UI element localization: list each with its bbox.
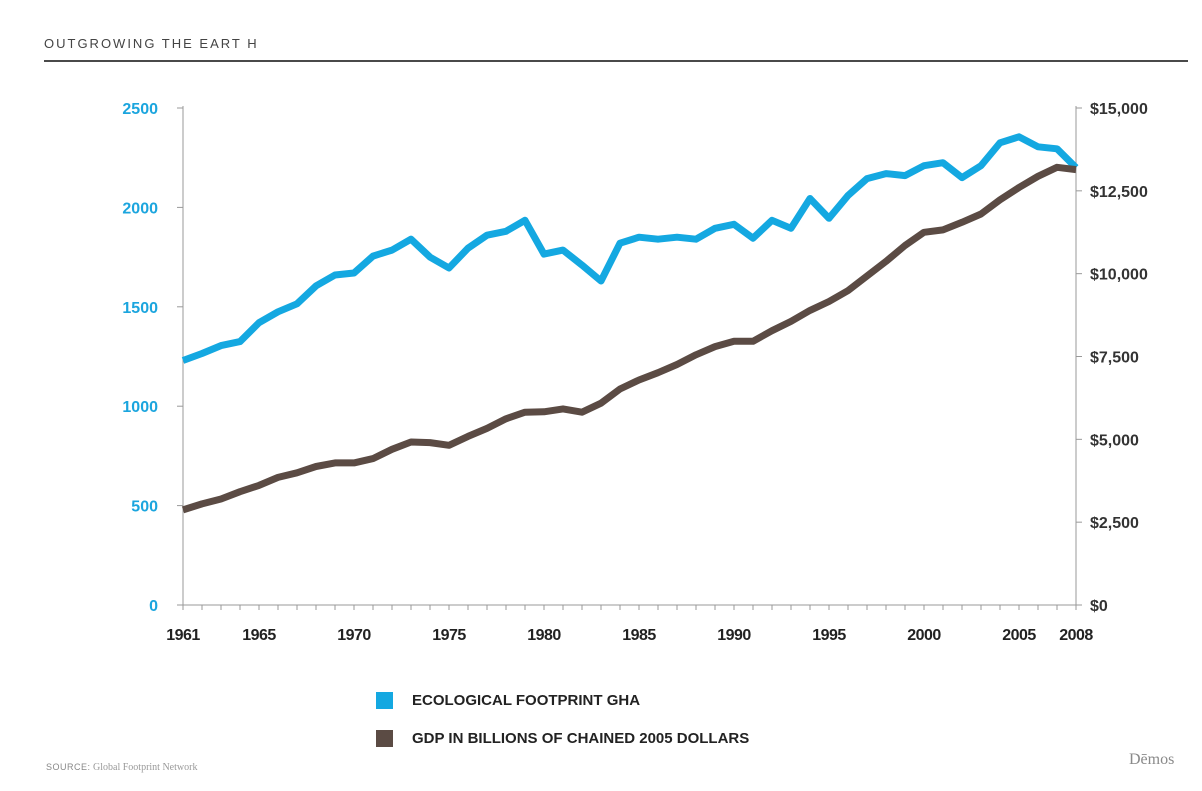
y-right-tick-label: $15,000: [1090, 101, 1148, 118]
y-left-tick-label: 0: [149, 598, 158, 615]
y-left-tick-label: 2500: [122, 101, 158, 118]
x-tick-label: 1995: [812, 627, 846, 644]
legend-label-gdp: GDP IN BILLIONS OF CHAINED 2005 DOLLARS: [412, 730, 749, 747]
y-left-tick-label: 2000: [122, 200, 158, 217]
legend-item-footprint: ECOLOGICAL FOOTPRINT GHA: [376, 690, 749, 710]
x-tick-label: 1965: [242, 627, 276, 644]
x-tick-label: 1961: [166, 627, 200, 644]
x-tick-label: 1990: [717, 627, 751, 644]
y-right-tick-label: $0: [1090, 598, 1108, 615]
source-label: SOURCE:: [46, 762, 91, 772]
brand-logo: Dēmos: [1129, 751, 1174, 769]
source-text: Global Footprint Network: [93, 762, 197, 773]
y-left-tick-label: 500: [131, 499, 158, 516]
y-right-tick-label: $2,500: [1090, 515, 1139, 532]
x-tick-label: 2005: [1002, 627, 1036, 644]
x-tick-label: 1985: [622, 627, 656, 644]
y-right-tick-label: $12,500: [1090, 184, 1148, 201]
legend-swatch-gdp: [376, 730, 393, 747]
y-left-tick-label: 1500: [122, 300, 158, 317]
x-tick-label: 2000: [907, 627, 941, 644]
x-tick-label: 1970: [337, 627, 371, 644]
y-right-tick-label: $7,500: [1090, 350, 1139, 367]
y-left-tick-label: 1000: [122, 399, 158, 416]
x-tick-label: 2008: [1059, 627, 1093, 644]
source-note: SOURCE: Global Footprint Network: [46, 762, 197, 773]
series-line-gdp: [183, 167, 1076, 510]
y-right-tick-label: $10,000: [1090, 267, 1148, 284]
legend-item-gdp: GDP IN BILLIONS OF CHAINED 2005 DOLLARS: [376, 728, 749, 748]
y-right-tick-label: $5,000: [1090, 432, 1139, 449]
legend: ECOLOGICAL FOOTPRINT GHA GDP IN BILLIONS…: [376, 690, 749, 766]
x-tick-label: 1975: [432, 627, 466, 644]
legend-swatch-footprint: [376, 692, 393, 709]
x-tick-label: 1980: [527, 627, 561, 644]
legend-label-footprint: ECOLOGICAL FOOTPRINT GHA: [412, 692, 640, 709]
series-line-footprint: [183, 137, 1076, 361]
